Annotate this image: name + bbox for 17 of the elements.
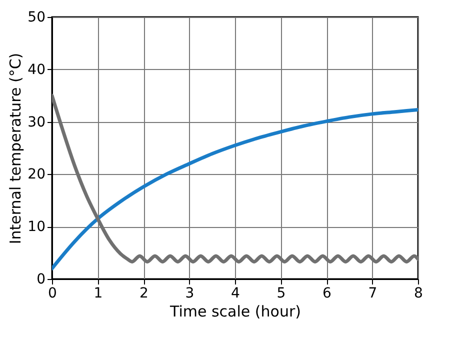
y-tick-label: 40 <box>28 62 46 78</box>
x-tick-label: 6 <box>322 286 332 302</box>
x-tick-label: 2 <box>140 286 148 302</box>
x-tick-label: 5 <box>276 286 286 302</box>
x-tick-label: 4 <box>231 286 240 302</box>
x-tick-label: 3 <box>185 286 194 302</box>
y-axis-title: Internal temperature (°C) <box>6 52 25 244</box>
y-tick-label: 30 <box>28 114 46 130</box>
x-tick-label: 8 <box>414 286 423 302</box>
y-tick-label: 0 <box>36 272 46 288</box>
y-tick-label: 10 <box>28 219 46 236</box>
y-tick-label: 50 <box>28 10 46 26</box>
x-tick-label: 1 <box>94 286 103 302</box>
x-tick-label: 7 <box>368 286 378 302</box>
y-tick-label: 20 <box>28 166 46 183</box>
x-axis-title: Time scale (hour) <box>169 302 301 320</box>
x-tick-label: 0 <box>48 286 57 302</box>
